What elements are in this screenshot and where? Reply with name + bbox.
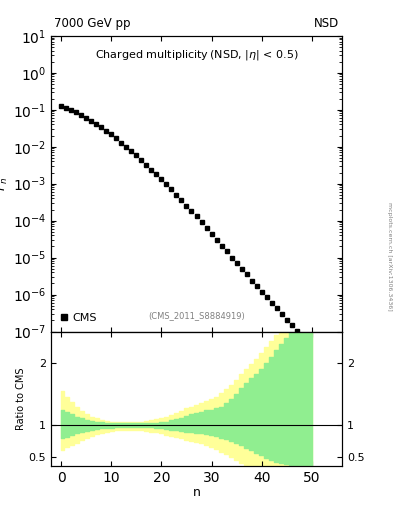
Y-axis label: Ratio to CMS: Ratio to CMS (16, 368, 26, 430)
Text: NSD: NSD (314, 17, 339, 30)
X-axis label: n: n (193, 486, 200, 499)
Text: (CMS_2011_S8884919): (CMS_2011_S8884919) (148, 311, 245, 319)
Text: Charged multiplicity$\,$(NSD, $|\eta|$ < 0.5): Charged multiplicity$\,$(NSD, $|\eta|$ <… (95, 48, 298, 61)
Legend: CMS: CMS (57, 309, 100, 326)
Text: 7000 GeV pp: 7000 GeV pp (54, 17, 130, 30)
Text: mcplots.cern.ch [arXiv:1306.3436]: mcplots.cern.ch [arXiv:1306.3436] (387, 202, 392, 310)
Y-axis label: $P_n$: $P_n$ (0, 177, 10, 191)
